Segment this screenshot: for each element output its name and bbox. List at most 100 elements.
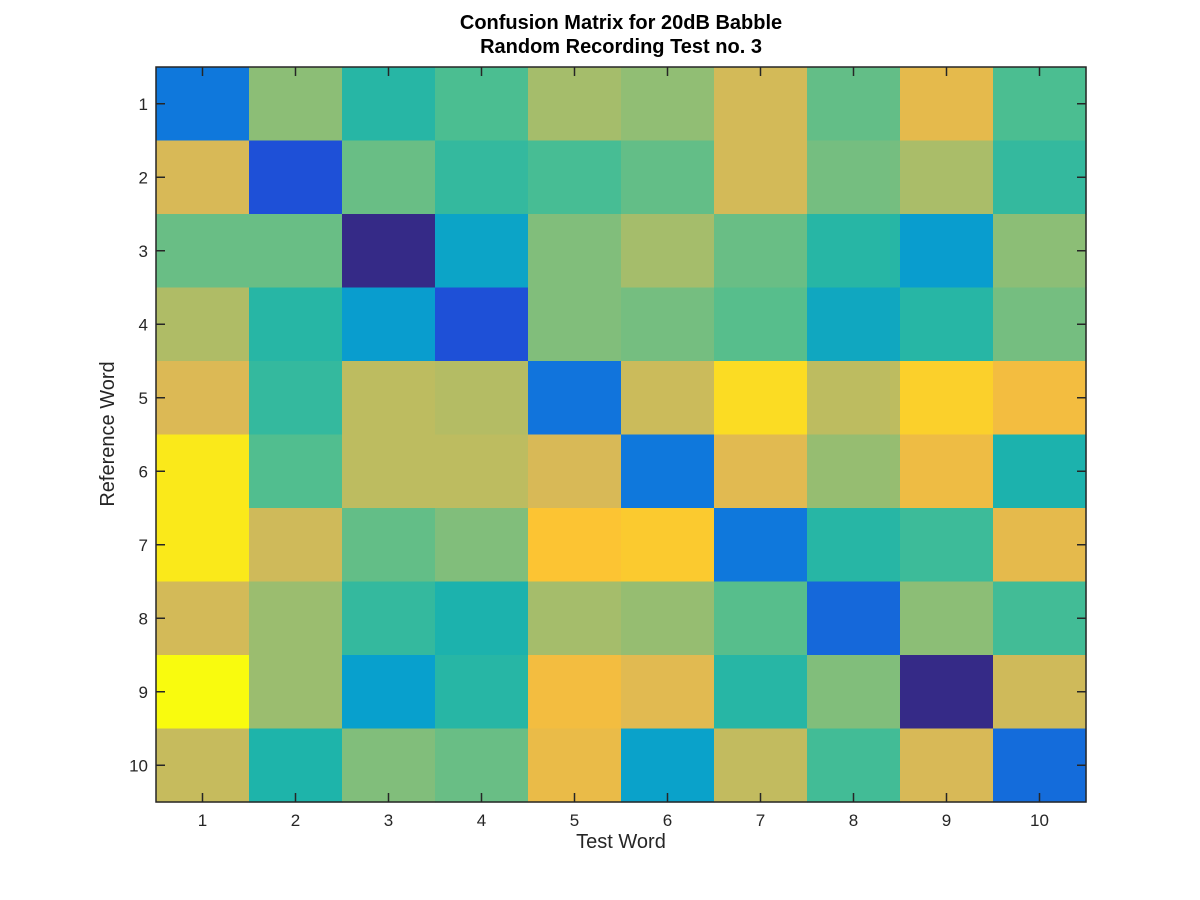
heatmap-cell-r5-c10 (993, 361, 1087, 436)
heatmap-cell-r9-c10 (993, 655, 1087, 730)
heatmap-cell-r2-c8 (807, 140, 901, 215)
heatmap-cell-r8-c7 (714, 581, 808, 656)
y-tick-label-3: 3 (139, 242, 148, 261)
heatmap-cell-r5-c7 (714, 361, 808, 436)
heatmap-cell-r7-c10 (993, 508, 1087, 583)
x-tick-label-3: 3 (384, 811, 393, 830)
heatmap-cell-r1-c5 (528, 67, 622, 142)
heatmap-cell-r6-c10 (993, 434, 1087, 509)
heatmap-cell-r1-c4 (435, 67, 529, 142)
heatmap-cell-r7-c6 (621, 508, 715, 583)
y-tick-label-5: 5 (139, 389, 148, 408)
heatmap-cell-r9-c3 (342, 655, 436, 730)
heatmap-cell-r8-c9 (900, 581, 994, 656)
heatmap-cell-r6-c9 (900, 434, 994, 509)
heatmap-cell-r4-c10 (993, 287, 1087, 362)
heatmap-cell-r7-c4 (435, 508, 529, 583)
heatmap-cell-r1-c8 (807, 67, 901, 142)
heatmap-cell-r1-c1 (156, 67, 250, 142)
heatmap-cell-r4-c8 (807, 287, 901, 362)
x-tick-label-8: 8 (849, 811, 858, 830)
y-tick-label-9: 9 (139, 683, 148, 702)
heatmap-cell-r9-c5 (528, 655, 622, 730)
y-tick-label-7: 7 (139, 536, 148, 555)
heatmap-cell-r9-c9 (900, 655, 994, 730)
plot-frame (155, 66, 1087, 803)
x-tick-label-7: 7 (756, 811, 765, 830)
heatmap-cell-r4-c9 (900, 287, 994, 362)
y-tick-label-2: 2 (139, 168, 148, 187)
heatmap-cell-r3-c7 (714, 214, 808, 289)
heatmap-cell-r5-c5 (528, 361, 622, 436)
heatmap-cell-r8-c2 (249, 581, 343, 656)
x-tick-labels: 1 2 3 4 5 6 7 8 9 10 (198, 811, 1049, 830)
heatmap-cell-r1-c10 (993, 67, 1087, 142)
y-tick-label-4: 4 (139, 315, 148, 334)
heatmap-cell-r7-c3 (342, 508, 436, 583)
heatmap-cell-r8-c1 (156, 581, 250, 656)
heatmap-cells (156, 67, 1087, 803)
heatmap-cell-r1-c9 (900, 67, 994, 142)
heatmap-cell-r7-c5 (528, 508, 622, 583)
heatmap-cell-r4-c7 (714, 287, 808, 362)
heatmap-cell-r1-c7 (714, 67, 808, 142)
heatmap-cell-r4-c1 (156, 287, 250, 362)
heatmap-cell-r2-c10 (993, 140, 1087, 215)
x-tick-label-2: 2 (291, 811, 300, 830)
x-tick-label-9: 9 (942, 811, 951, 830)
heatmap-cell-r8-c5 (528, 581, 622, 656)
axis-ticks (156, 67, 1086, 802)
heatmap-cell-r7-c8 (807, 508, 901, 583)
heatmap-cell-r3-c5 (528, 214, 622, 289)
heatmap-cell-r3-c10 (993, 214, 1087, 289)
heatmap-cell-r5-c6 (621, 361, 715, 436)
y-tick-label-6: 6 (139, 462, 148, 481)
heatmap-cell-r6-c3 (342, 434, 436, 509)
heatmap-cell-r10-c1 (156, 728, 250, 803)
heatmap-cell-r3-c6 (621, 214, 715, 289)
heatmap-cell-r6-c8 (807, 434, 901, 509)
x-tick-label-4: 4 (477, 811, 486, 830)
heatmap-cell-r4-c6 (621, 287, 715, 362)
heatmap-cell-r4-c2 (249, 287, 343, 362)
heatmap-cell-r4-c4 (435, 287, 529, 362)
heatmap-cell-r5-c4 (435, 361, 529, 436)
heatmap-cell-r9-c1 (156, 655, 250, 730)
heatmap-cell-r10-c10 (993, 728, 1087, 803)
heatmap-cell-r2-c1 (156, 140, 250, 215)
heatmap-cell-r6-c5 (528, 434, 622, 509)
chart-title-line-1: Confusion Matrix for 20dB Babble (460, 12, 782, 34)
heatmap-cell-r10-c8 (807, 728, 901, 803)
heatmap-cell-r3-c9 (900, 214, 994, 289)
heatmap-cell-r9-c7 (714, 655, 808, 730)
heatmap-cell-r9-c6 (621, 655, 715, 730)
heatmap-cell-r7-c2 (249, 508, 343, 583)
heatmap-cell-r6-c6 (621, 434, 715, 509)
heatmap-cell-r2-c5 (528, 140, 622, 215)
heatmap-cell-r3-c2 (249, 214, 343, 289)
heatmap-cell-r2-c9 (900, 140, 994, 215)
x-tick-label-5: 5 (570, 811, 579, 830)
heatmap-cell-r1-c3 (342, 67, 436, 142)
y-tick-label-1: 1 (139, 95, 148, 114)
heatmap-cell-r9-c4 (435, 655, 529, 730)
heatmap-cell-r7-c7 (714, 508, 808, 583)
x-axis-label: Test Word (576, 831, 666, 853)
heatmap-cell-r2-c3 (342, 140, 436, 215)
heatmap-cell-r6-c2 (249, 434, 343, 509)
x-tick-label-10: 10 (1030, 811, 1049, 830)
heatmap-cell-r9-c2 (249, 655, 343, 730)
heatmap-cell-r5-c9 (900, 361, 994, 436)
heatmap-cell-r10-c3 (342, 728, 436, 803)
heatmap-cell-r4-c3 (342, 287, 436, 362)
heatmap-cell-r8-c3 (342, 581, 436, 656)
y-tick-label-10: 10 (129, 756, 148, 775)
heatmap-cell-r10-c2 (249, 728, 343, 803)
heatmap-cell-r5-c1 (156, 361, 250, 436)
heatmap-cell-r8-c4 (435, 581, 529, 656)
y-axis-label: Reference Word (97, 361, 119, 506)
heatmap-cell-r3-c3 (342, 214, 436, 289)
heatmap-cell-r2-c7 (714, 140, 808, 215)
heatmap-cell-r4-c5 (528, 287, 622, 362)
